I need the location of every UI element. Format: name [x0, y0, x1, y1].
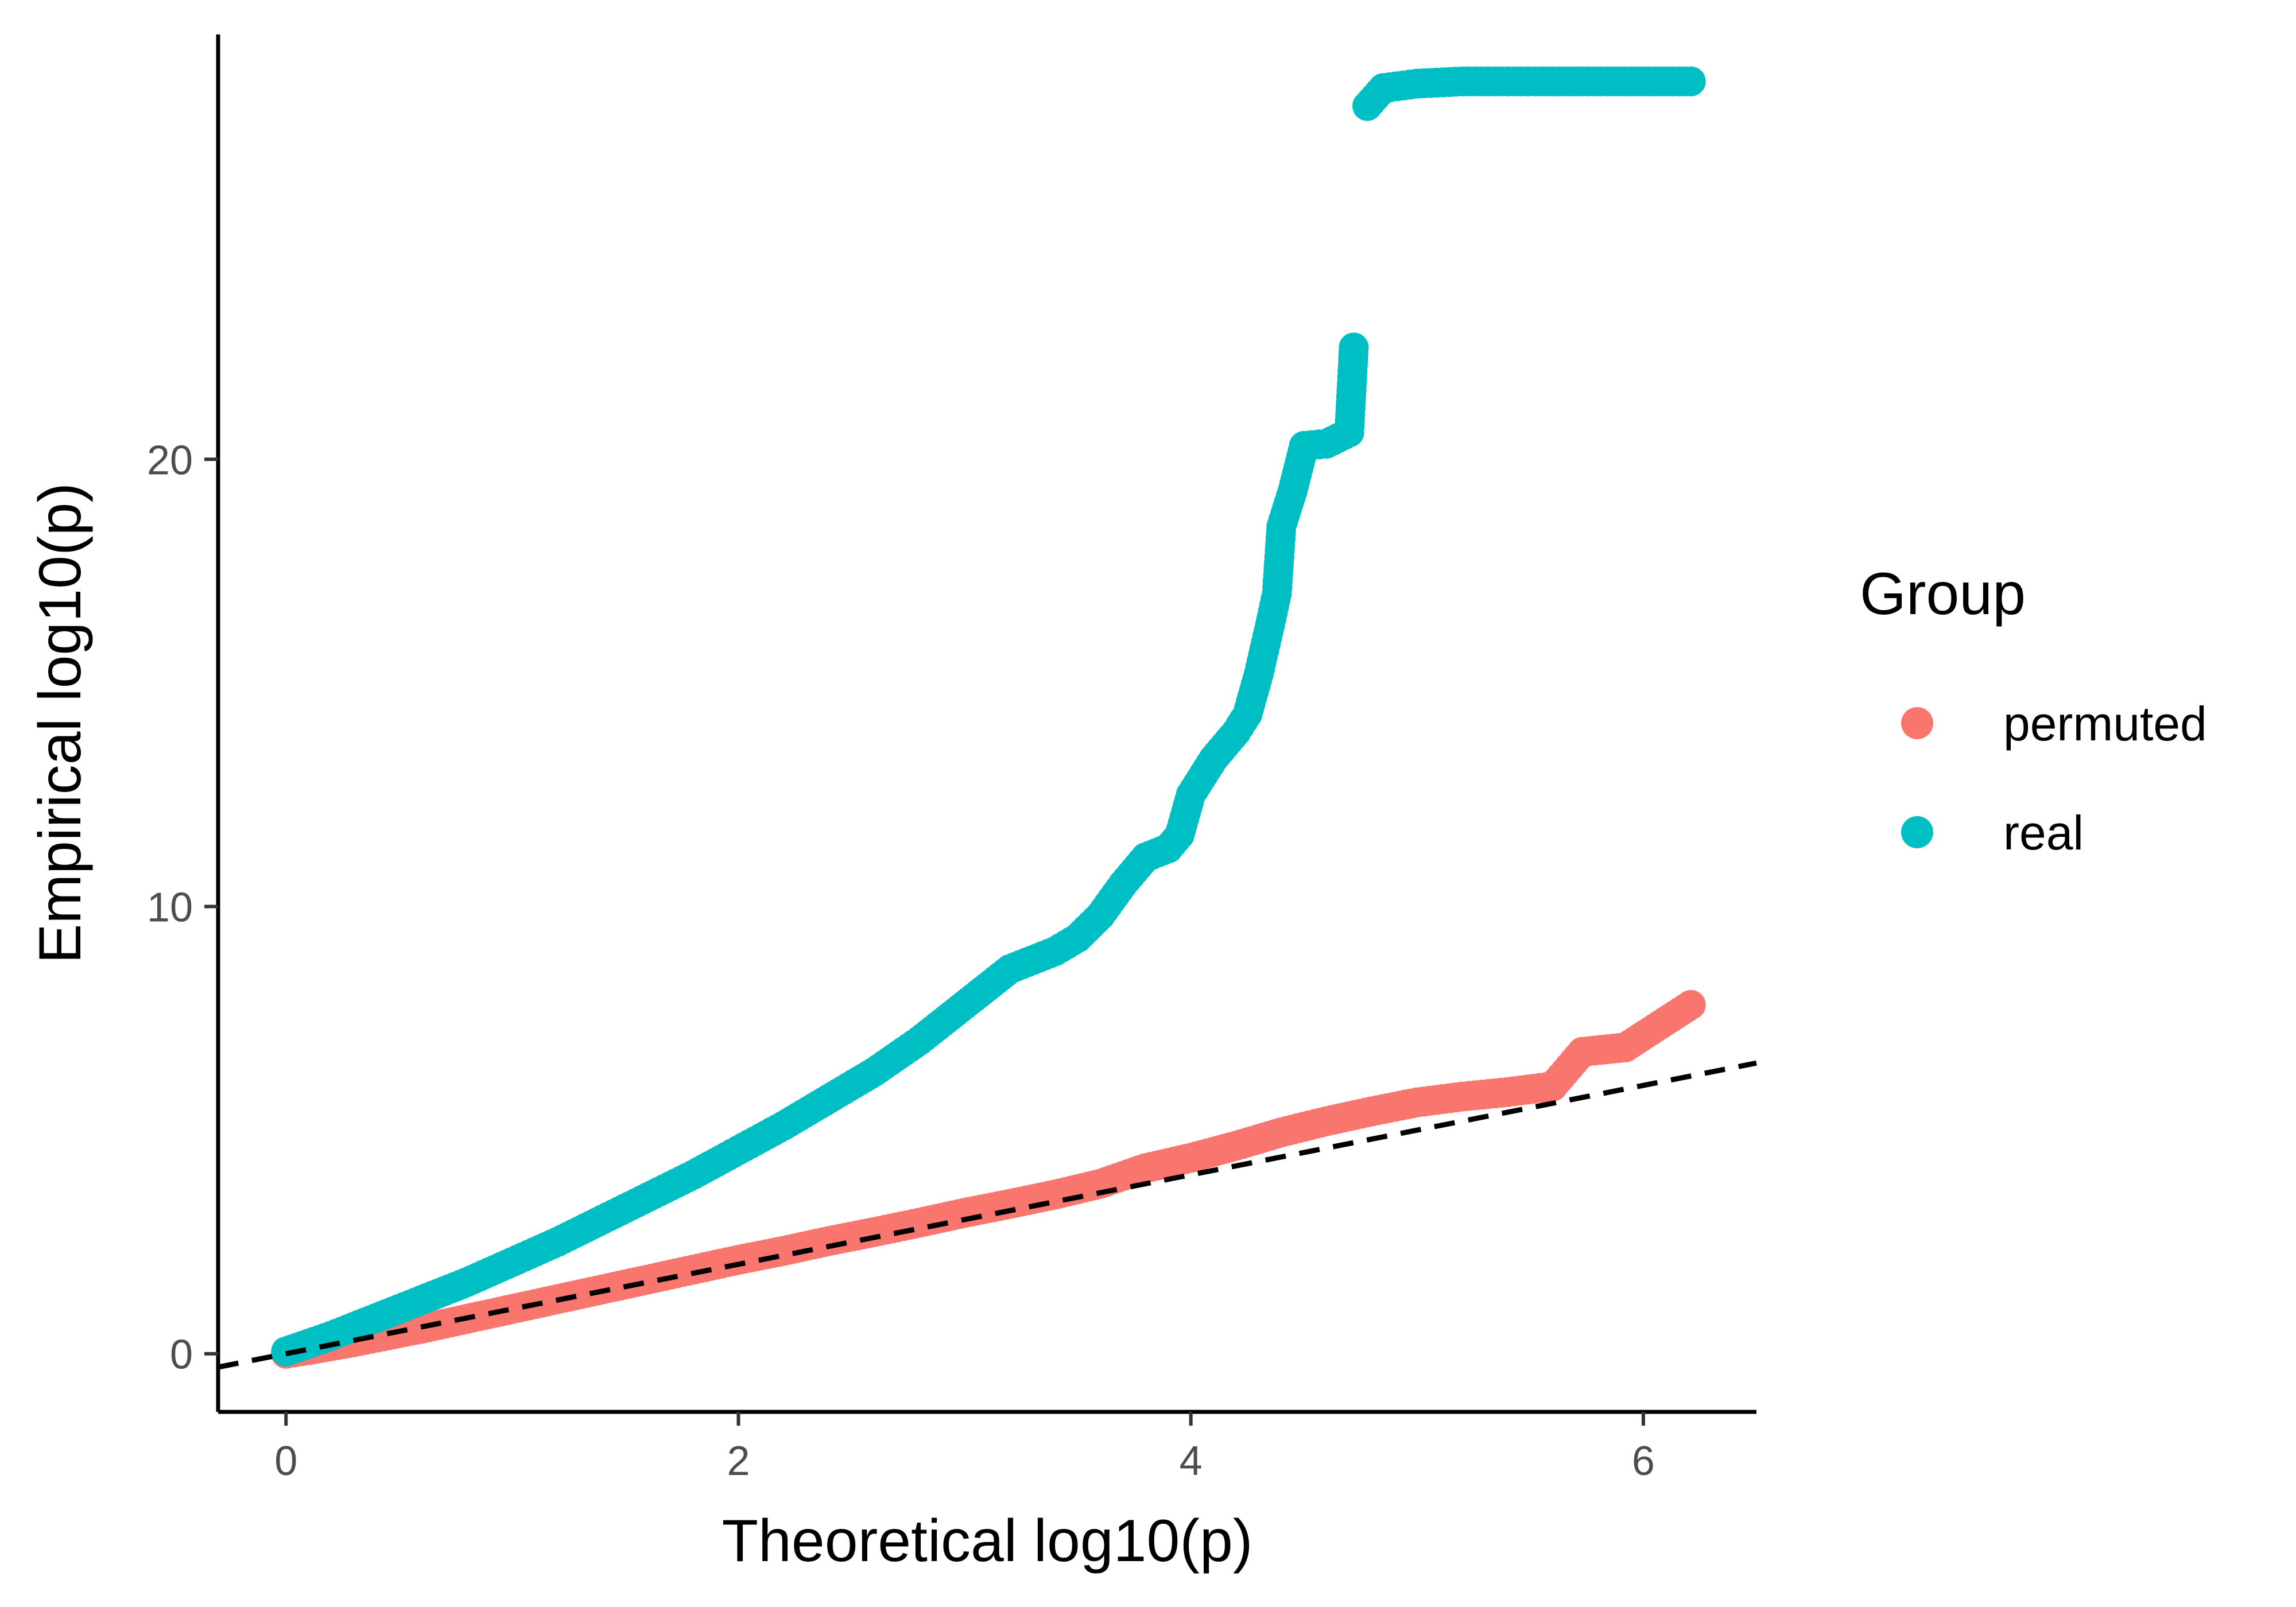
y-tick-label: 0: [170, 1332, 193, 1378]
y-tick-label: 10: [147, 884, 193, 930]
x-tick-label: 0: [274, 1438, 297, 1484]
legend: Group permuted real: [1860, 561, 2207, 860]
legend-title: Group: [1860, 561, 2026, 627]
axes: 0 2 4 6 0 10 20: [147, 34, 1756, 1484]
point-permuted: [1676, 989, 1706, 1020]
legend-items: permuted real: [1901, 697, 2207, 860]
reference-line: [218, 1060, 1757, 1370]
legend-key-permuted: [1901, 707, 1933, 739]
point-real: [1676, 66, 1706, 96]
point-real: [1339, 332, 1369, 363]
x-tick-label: 6: [1632, 1438, 1655, 1484]
series-permuted: [271, 989, 1706, 1369]
y-axis-title: Empirical log10(p): [27, 483, 94, 964]
x-tick-label: 4: [1180, 1438, 1203, 1484]
y-tick-label: 20: [147, 437, 193, 483]
x-axis-title: Theoretical log10(p): [722, 1508, 1253, 1574]
x-tick-label: 2: [727, 1438, 750, 1484]
legend-label-real: real: [2003, 806, 2084, 860]
legend-key-real: [1901, 816, 1933, 848]
legend-label-permuted: permuted: [2003, 697, 2207, 751]
reference-line-layer: [218, 1060, 1757, 1370]
series-real: [271, 66, 1706, 1367]
plot-area: [271, 66, 1706, 1369]
